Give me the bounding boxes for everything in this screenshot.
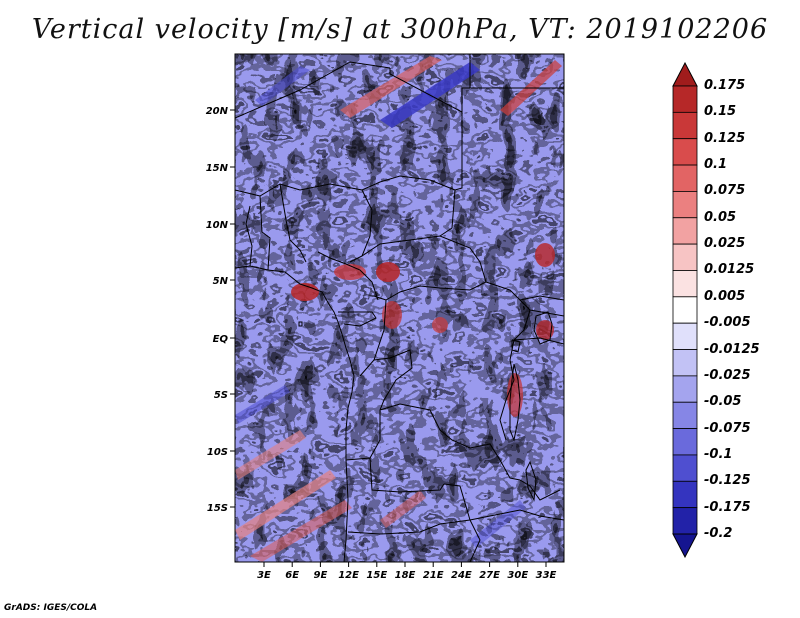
map-title: Vertical velocity [m/s] at 300hPa, VT: 2… [31, 14, 769, 45]
footer-credit: GrADS: IGES/COLA [4, 603, 98, 613]
latitude-axis: 20N 15N 10N 5N EQ 5S 10S 15S [206, 106, 235, 514]
colorbar-label: 0.15 [704, 104, 737, 120]
colorbar-label: -0.1 [704, 446, 733, 462]
lat-label: 15S [207, 503, 228, 514]
lon-label: 27E [479, 570, 500, 581]
colorbar-cell [672, 85, 698, 113]
colorbar-label: -0.0125 [704, 341, 760, 357]
lon-label: 12E [338, 570, 359, 581]
colorbar-cell [672, 138, 698, 166]
colorbar-label: 0.075 [704, 183, 746, 199]
colorbar-label: -0.175 [704, 499, 751, 515]
colorbar-label: -0.075 [704, 420, 751, 436]
lon-label: 6E [285, 570, 299, 581]
colorbar-label: 0.025 [704, 236, 746, 252]
colorbar-label: -0.2 [704, 526, 733, 541]
colorbar-cell [672, 533, 698, 558]
lon-label: 15E [366, 570, 387, 581]
colorbar-cell [672, 401, 698, 429]
lon-label: 30E [507, 570, 528, 581]
lat-label: 10S [207, 447, 228, 458]
colorbar-label: 0.05 [704, 209, 737, 225]
colorbar-cell [672, 243, 698, 271]
lon-label: 3E [257, 570, 271, 581]
lat-label: 5N [213, 276, 229, 287]
colorbar-cell [672, 270, 698, 298]
colorbar-cell [672, 111, 698, 140]
lon-label: 9E [314, 570, 328, 581]
colorbar-cell [672, 217, 698, 245]
political-boundaries [235, 54, 564, 562]
colorbar-cell [672, 349, 698, 377]
colorbar-cell [672, 375, 698, 403]
colorbar-cell [672, 191, 698, 219]
colorbar-label: 0.125 [704, 130, 746, 146]
colorbar-cell [672, 164, 698, 192]
colorbar-label: 0.175 [704, 78, 746, 93]
lat-label: 10N [206, 220, 229, 231]
lon-label: 24E [451, 570, 472, 581]
longitude-axis: 3E 6E 9E 12E 15E 18E 21E 24E 27E 30E 33E [257, 562, 557, 581]
colorbar-cell [672, 296, 698, 324]
lat-label: EQ [213, 334, 229, 345]
lon-label: 33E [536, 570, 557, 581]
colorbar-label: 0.0125 [704, 262, 755, 278]
lat-label: 5S [214, 390, 228, 401]
colorbar-label: -0.05 [704, 394, 742, 410]
colorbar-cell [672, 507, 698, 535]
lat-label: 15N [206, 163, 229, 174]
lon-label: 21E [423, 570, 444, 581]
colorbar-cell [672, 322, 698, 350]
lat-label: 20N [206, 106, 229, 117]
colorbar-cell [672, 62, 698, 87]
colorbar-cell [672, 454, 698, 482]
colorbar-label: -0.025 [704, 367, 751, 383]
colorbar-label: 0.005 [704, 288, 746, 304]
colorbar-label: -0.125 [704, 473, 751, 489]
colorbar-label: 0.1 [704, 157, 728, 173]
colorbar [672, 62, 698, 558]
lon-label: 18E [395, 570, 416, 581]
plot-frame [234, 53, 565, 563]
colorbar-cell [672, 428, 698, 456]
colorbar-label: -0.005 [704, 315, 751, 331]
colorbar-cell [672, 480, 698, 509]
velocity-field [235, 54, 564, 562]
